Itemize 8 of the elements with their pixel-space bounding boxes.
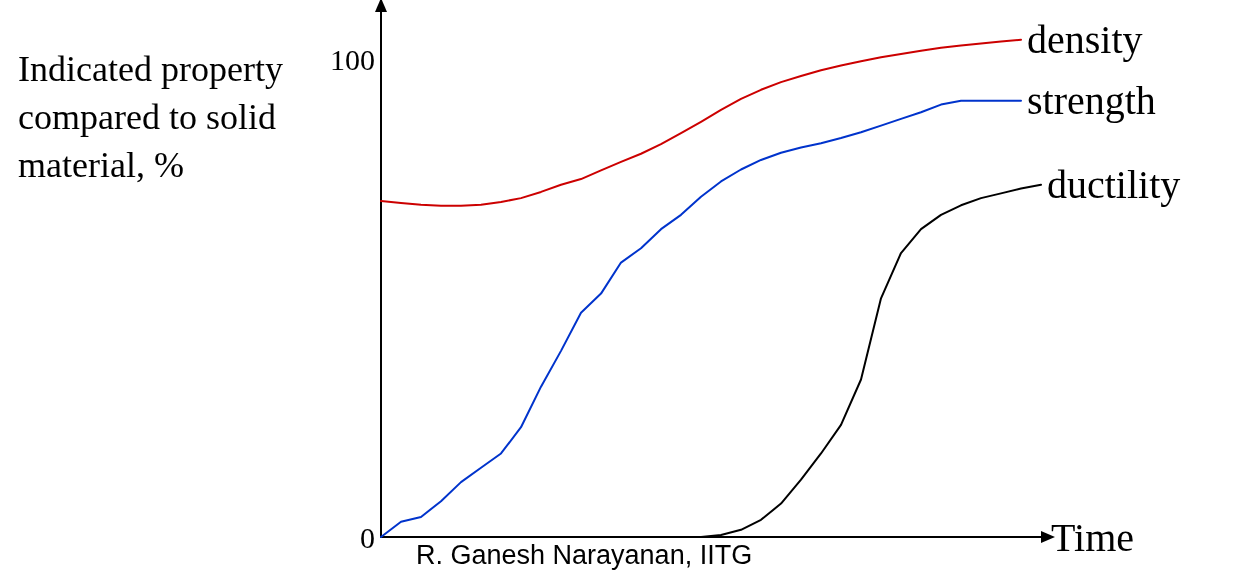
x-axis-title: Time — [1051, 514, 1135, 560]
text: R. Ganesh Narayanan, IITG — [416, 539, 753, 570]
series-label: density — [1027, 17, 1143, 63]
y-axis-title: Indicated property compared to solid material, % — [18, 49, 292, 185]
series-label: strength — [1027, 78, 1156, 124]
y-tick-label: 100 — [330, 43, 375, 77]
y-tick-label: 0 — [360, 520, 375, 554]
series-label: ductility — [1047, 162, 1181, 208]
